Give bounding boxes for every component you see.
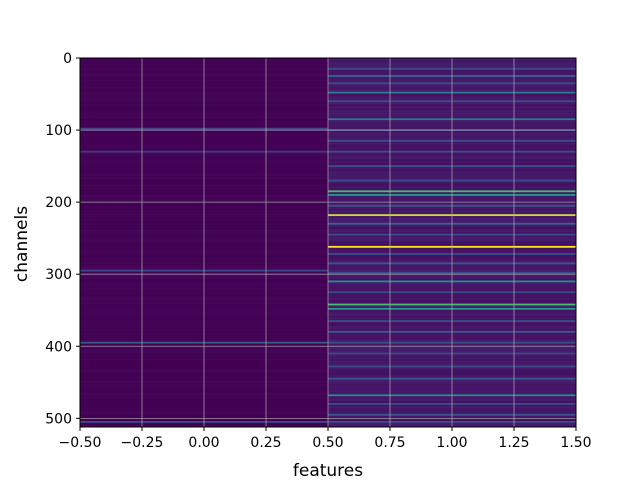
x-tick-label: 0.50: [312, 435, 343, 451]
x-tick-label: 1.50: [560, 435, 591, 451]
y-tick-label: 500: [45, 411, 72, 427]
y-tick-label: 100: [45, 123, 72, 139]
x-axis-ticks: −0.50 −0.25 0.00 0.25 0.50 0.75 1.00 1.25 1.50: [59, 427, 592, 451]
y-tick-label: 300: [45, 267, 72, 283]
x-tick-label: 0.25: [250, 435, 281, 451]
y-tick-label: 200: [45, 195, 72, 211]
x-tick-label: 1.25: [498, 435, 529, 451]
y-axis-label: channels: [12, 206, 32, 282]
y-axis-ticks: 0 100 200 300 400 500: [45, 51, 80, 427]
x-tick-label: −0.25: [121, 435, 164, 451]
x-tick-label: 1.00: [436, 435, 467, 451]
x-tick-label: 0.75: [374, 435, 405, 451]
y-tick-label: 400: [45, 339, 72, 355]
x-axis-label: features: [293, 461, 363, 480]
y-tick-label: 0: [63, 51, 72, 67]
x-tick-label: 0.00: [188, 435, 219, 451]
x-tick-label: −0.50: [59, 435, 102, 451]
